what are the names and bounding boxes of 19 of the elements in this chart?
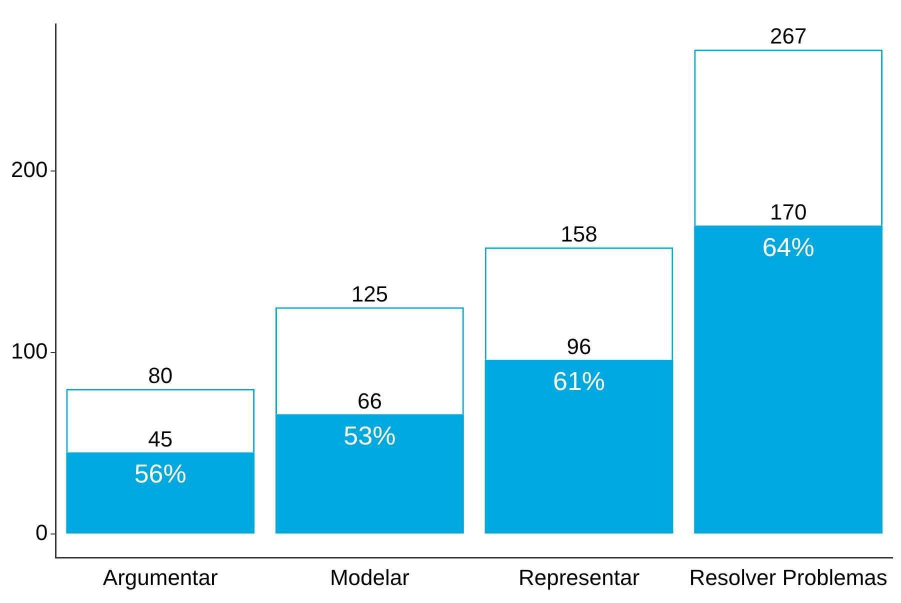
total-label: 158: [560, 221, 598, 246]
y-tick-label: 200: [10, 157, 48, 182]
annotation: 64%: [762, 232, 814, 262]
y-tick-label: 100: [10, 338, 48, 364]
data-label: 170: [770, 200, 807, 225]
annotation: 53%: [344, 420, 396, 450]
total-label: 80: [148, 362, 173, 388]
data-label: 96: [566, 334, 592, 359]
x-tick-label: Modelar: [330, 564, 410, 590]
x-tick-label: Argumentar: [102, 564, 218, 590]
x-tick-label: Representar: [518, 564, 640, 590]
annotation: 56%: [134, 458, 186, 489]
x-tick-label: Resolver Problemas: [689, 564, 888, 590]
data-label: 66: [357, 388, 382, 414]
total-label: 125: [351, 281, 388, 306]
data-label: 45: [148, 426, 173, 452]
annotation: 61%: [552, 366, 606, 396]
total-label: 267: [770, 24, 807, 49]
y-tick-label: 0: [35, 520, 48, 546]
